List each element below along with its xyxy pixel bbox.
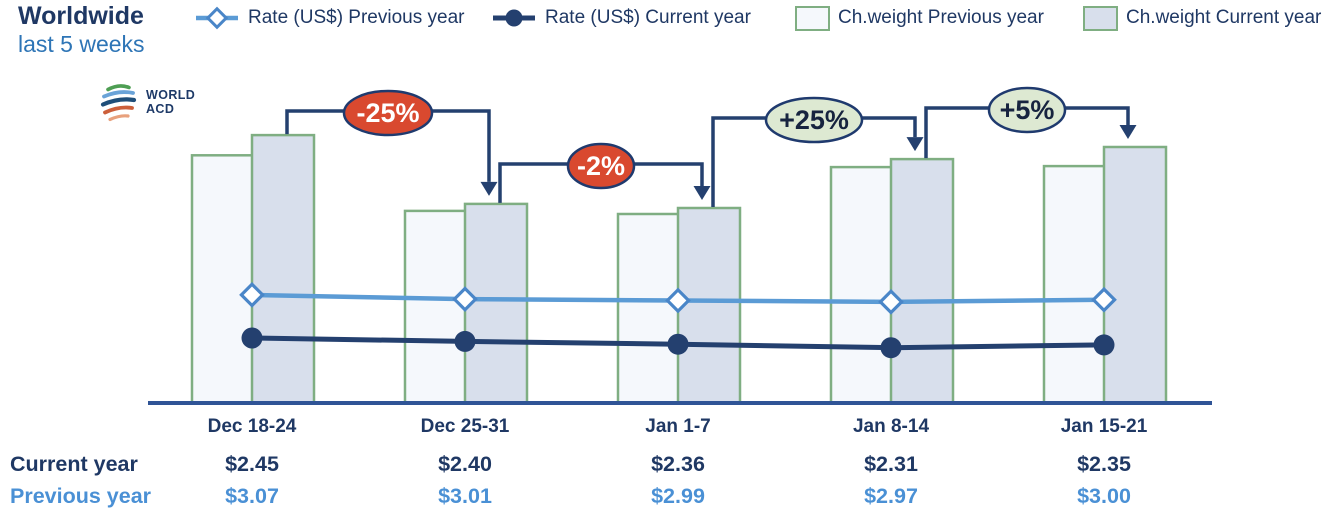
rate-value-current-year: $2.36	[651, 452, 705, 476]
bar-current	[1102, 145, 1168, 405]
rate-value-previous-year: $3.07	[225, 484, 279, 508]
change-callout-ellipse	[764, 96, 864, 144]
bars-chweight-previous-year	[190, 154, 1107, 405]
bar-current	[250, 133, 316, 405]
change-connector: -2%	[498, 142, 711, 203]
x-axis-label: Jan 15-21	[1060, 416, 1148, 437]
change-callout-ellipse	[566, 142, 636, 190]
legend-label-rate-previous-year: Rate (US$) Previous year	[248, 7, 465, 28]
change-connector: -25%	[285, 89, 498, 196]
circle-marker-current	[667, 333, 689, 355]
circle-marker-current	[241, 327, 263, 349]
legend-item-chweight-current-year: Ch.weight Current year	[1083, 4, 1321, 32]
x-axis-label: Dec 25-31	[420, 416, 510, 437]
diamond-marker-previous	[239, 282, 265, 308]
legend-item-rate-previous-year: Rate (US$) Previous year	[194, 4, 464, 32]
arrow-down-icon	[693, 186, 711, 200]
legend-item-chweight-previous-year: Ch.weight Previous year	[795, 4, 1044, 32]
arrow-down-icon	[480, 181, 498, 196]
circle-marker-current	[880, 337, 902, 359]
bar-previous	[403, 209, 468, 405]
change-connector: +25%	[711, 96, 924, 207]
rate-value-previous-year: $3.01	[438, 484, 492, 508]
row-label-current-year: Current year	[10, 452, 138, 476]
change-callout-label: +25%	[779, 105, 849, 135]
rate-value-previous-year: $3.00	[1077, 484, 1131, 508]
arrow-down-icon	[1119, 125, 1137, 139]
bars-chweight-current-year	[250, 133, 1168, 405]
rate-value-current-year: $2.45	[225, 452, 279, 476]
rate-value-current-year: $2.31	[864, 452, 918, 476]
box-swatch-current-icon	[1083, 5, 1118, 31]
box-swatch-previous-icon	[795, 5, 830, 31]
legend-label-chweight-previous-year: Ch.weight Previous year	[838, 7, 1044, 28]
x-axis-label: Jan 8-14	[852, 416, 930, 437]
legend-label-chweight-current-year: Ch.weight Current year	[1126, 7, 1322, 28]
diamond-marker-previous	[1091, 286, 1117, 313]
rate-value-previous-year: $2.97	[864, 484, 918, 508]
worldacd-globe-icon	[100, 84, 137, 122]
change-callout-ellipse	[342, 89, 434, 137]
bar-current	[889, 157, 955, 405]
x-axis-label: Dec 18-24	[207, 416, 297, 437]
bar-previous	[829, 165, 894, 405]
diamond-marker-previous	[878, 289, 904, 315]
worldacd-logo: WORLD ACD	[99, 82, 195, 124]
row-label-previous-year: Previous year	[10, 484, 152, 508]
circle-marker-current	[454, 330, 476, 352]
circle-marker-current	[1093, 334, 1115, 356]
change-callout-ellipse	[987, 86, 1067, 134]
page-subtitle: last 5 weeks	[18, 31, 145, 57]
bar-previous	[1042, 164, 1107, 405]
change-callout-label: +5%	[1000, 95, 1055, 125]
legend-label-rate-current-year: Rate (US$) Current year	[545, 7, 751, 28]
rate-value-current-year: $2.35	[1077, 452, 1131, 476]
logo-line2: ACD	[146, 102, 175, 116]
page-title: Worldwide	[18, 2, 144, 30]
legend-item-rate-current-year: Rate (US$) Current year	[491, 4, 751, 32]
worldacd-logo-text: WORLD ACD	[146, 88, 196, 117]
arrow-down-icon	[906, 137, 924, 152]
change-callout-label: -2%	[577, 151, 625, 181]
bar-current	[463, 202, 529, 405]
bar-previous	[616, 212, 681, 405]
rate-value-previous-year: $2.99	[651, 484, 705, 508]
change-callout-label: -25%	[356, 98, 419, 128]
line-circle-swatch-icon	[493, 9, 535, 27]
x-axis-line	[148, 401, 1212, 405]
line-diamond-swatch-icon	[196, 6, 238, 30]
x-axis-label: Jan 1-7	[645, 416, 711, 437]
logo-line1: WORLD	[146, 88, 196, 103]
diamond-marker-previous	[665, 287, 691, 314]
bar-current	[676, 206, 742, 405]
rate-value-current-year: $2.40	[438, 452, 492, 476]
change-connector: +5%	[924, 86, 1137, 159]
diamond-marker-previous	[452, 286, 478, 312]
bar-previous	[190, 154, 255, 405]
